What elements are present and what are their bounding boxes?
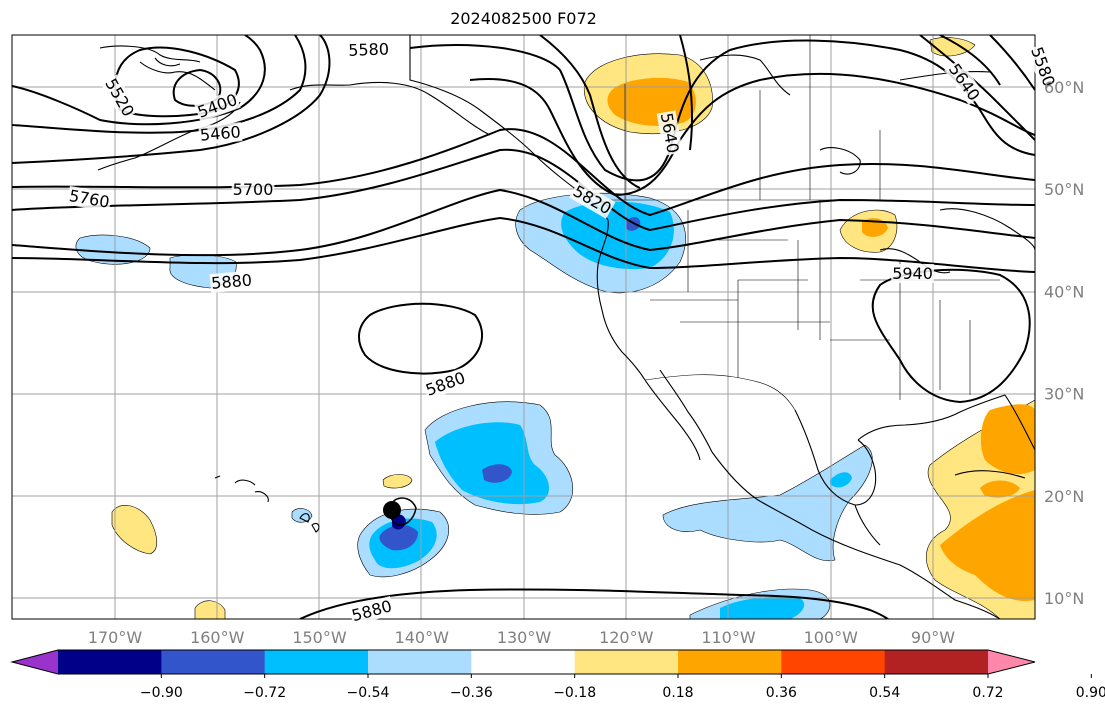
contour-label-halo [569, 180, 616, 219]
contour-label-halo [66, 185, 113, 212]
colorbar-tick-label: 0.18 [662, 685, 693, 701]
colorbar-outline [10, 649, 1036, 675]
contour-label-halo [422, 367, 469, 401]
longitude-tick-label: 140°W [395, 628, 450, 647]
contour-label-text: 5940 [892, 264, 933, 283]
longitude-tick-label: 170°W [88, 628, 143, 647]
map-frame [11, 34, 1036, 620]
storm-center-marker [383, 501, 401, 519]
latitude-ticks: 60°N 50°N 40°N 30°N 20°N 10°N [1044, 78, 1084, 608]
contour-label-halo [231, 180, 275, 200]
latitude-tick-label: 10°N [1044, 589, 1084, 608]
colorbar-tick-label: −0.72 [243, 685, 286, 701]
colorbar-tick-label: 0.90 [1076, 685, 1105, 701]
contour-label-text: 5700 [233, 180, 274, 199]
contour-label-halo [656, 110, 683, 156]
contour-label-halo [348, 596, 395, 626]
colorbar-tick-label: 0.36 [766, 685, 797, 701]
colorbar-tick-label: 0.72 [972, 685, 1003, 701]
contour-label-halo [346, 39, 391, 60]
colorbar-segment [884, 650, 989, 674]
longitude-tick-label: 120°W [599, 628, 654, 647]
contour-label-halo [209, 270, 254, 294]
contour-label-text: 5880 [210, 270, 252, 292]
longitude-tick-label: 90°W [911, 628, 955, 647]
longitude-tick-label: 150°W [292, 628, 347, 647]
coastlines [97, 35, 1035, 619]
colorbar-segment [574, 650, 679, 674]
latitude-tick-label: 60°N [1044, 78, 1084, 97]
contour-label: 5580 [346, 39, 391, 60]
colorbar: −0.90 −0.72 −0.54 −0.36 −0.18 0.18 0.36 0.54 0.7… [10, 649, 1105, 701]
colorbar-extend-low [12, 650, 58, 674]
longitude-tick-label: 110°W [701, 628, 756, 647]
colorbar-segment [678, 650, 782, 674]
colorbar-segment [368, 650, 472, 674]
graticule [12, 35, 1035, 619]
contour-label-halo [100, 74, 139, 121]
colorbar-tick-label: −0.18 [553, 685, 596, 701]
latitude-tick-label: 50°N [1044, 180, 1084, 199]
contour-label: 5880 [209, 270, 254, 294]
colorbar-segment [471, 650, 576, 674]
colorbar-tick-label: 0.54 [869, 685, 900, 701]
colorbar-segment [161, 650, 266, 674]
contour-label-halo [194, 89, 241, 123]
colorbar-tick-label: −0.54 [347, 685, 390, 701]
latitude-tick-label: 30°N [1044, 385, 1084, 404]
latitude-tick-label: 20°N [1044, 487, 1084, 506]
contour-label-halo [944, 59, 985, 106]
latitude-tick-label: 40°N [1044, 282, 1084, 301]
colorbar-tick-label: −0.90 [140, 685, 183, 701]
contour-label-halo [198, 122, 243, 145]
longitude-ticks: 170°W 160°W 150°W 140°W 130°W 120°W 110°W 100°W… [88, 628, 955, 647]
colorbar-segment [264, 650, 369, 674]
contour-label-text: 5580 [348, 39, 389, 59]
contour-label: 5940 [891, 264, 934, 284]
colorbar-tick-label: −0.36 [450, 685, 493, 701]
colorbar-segment [58, 650, 162, 674]
colorbar-extend-high [988, 650, 1035, 674]
longitude-tick-label: 130°W [497, 628, 552, 647]
contour-label-halo [1026, 43, 1060, 91]
contour-label: 5700 [231, 180, 275, 200]
contour-label-text: 5460 [199, 122, 241, 144]
political-borders [608, 35, 1000, 411]
longitude-tick-label: 160°W [190, 628, 245, 647]
longitude-tick-label: 100°W [804, 628, 859, 647]
colorbar-segment [781, 650, 886, 674]
contour-label: 5460 [198, 122, 243, 145]
contour-label-halo [891, 264, 934, 284]
map-title: 2024082500 F072 [450, 9, 597, 28]
